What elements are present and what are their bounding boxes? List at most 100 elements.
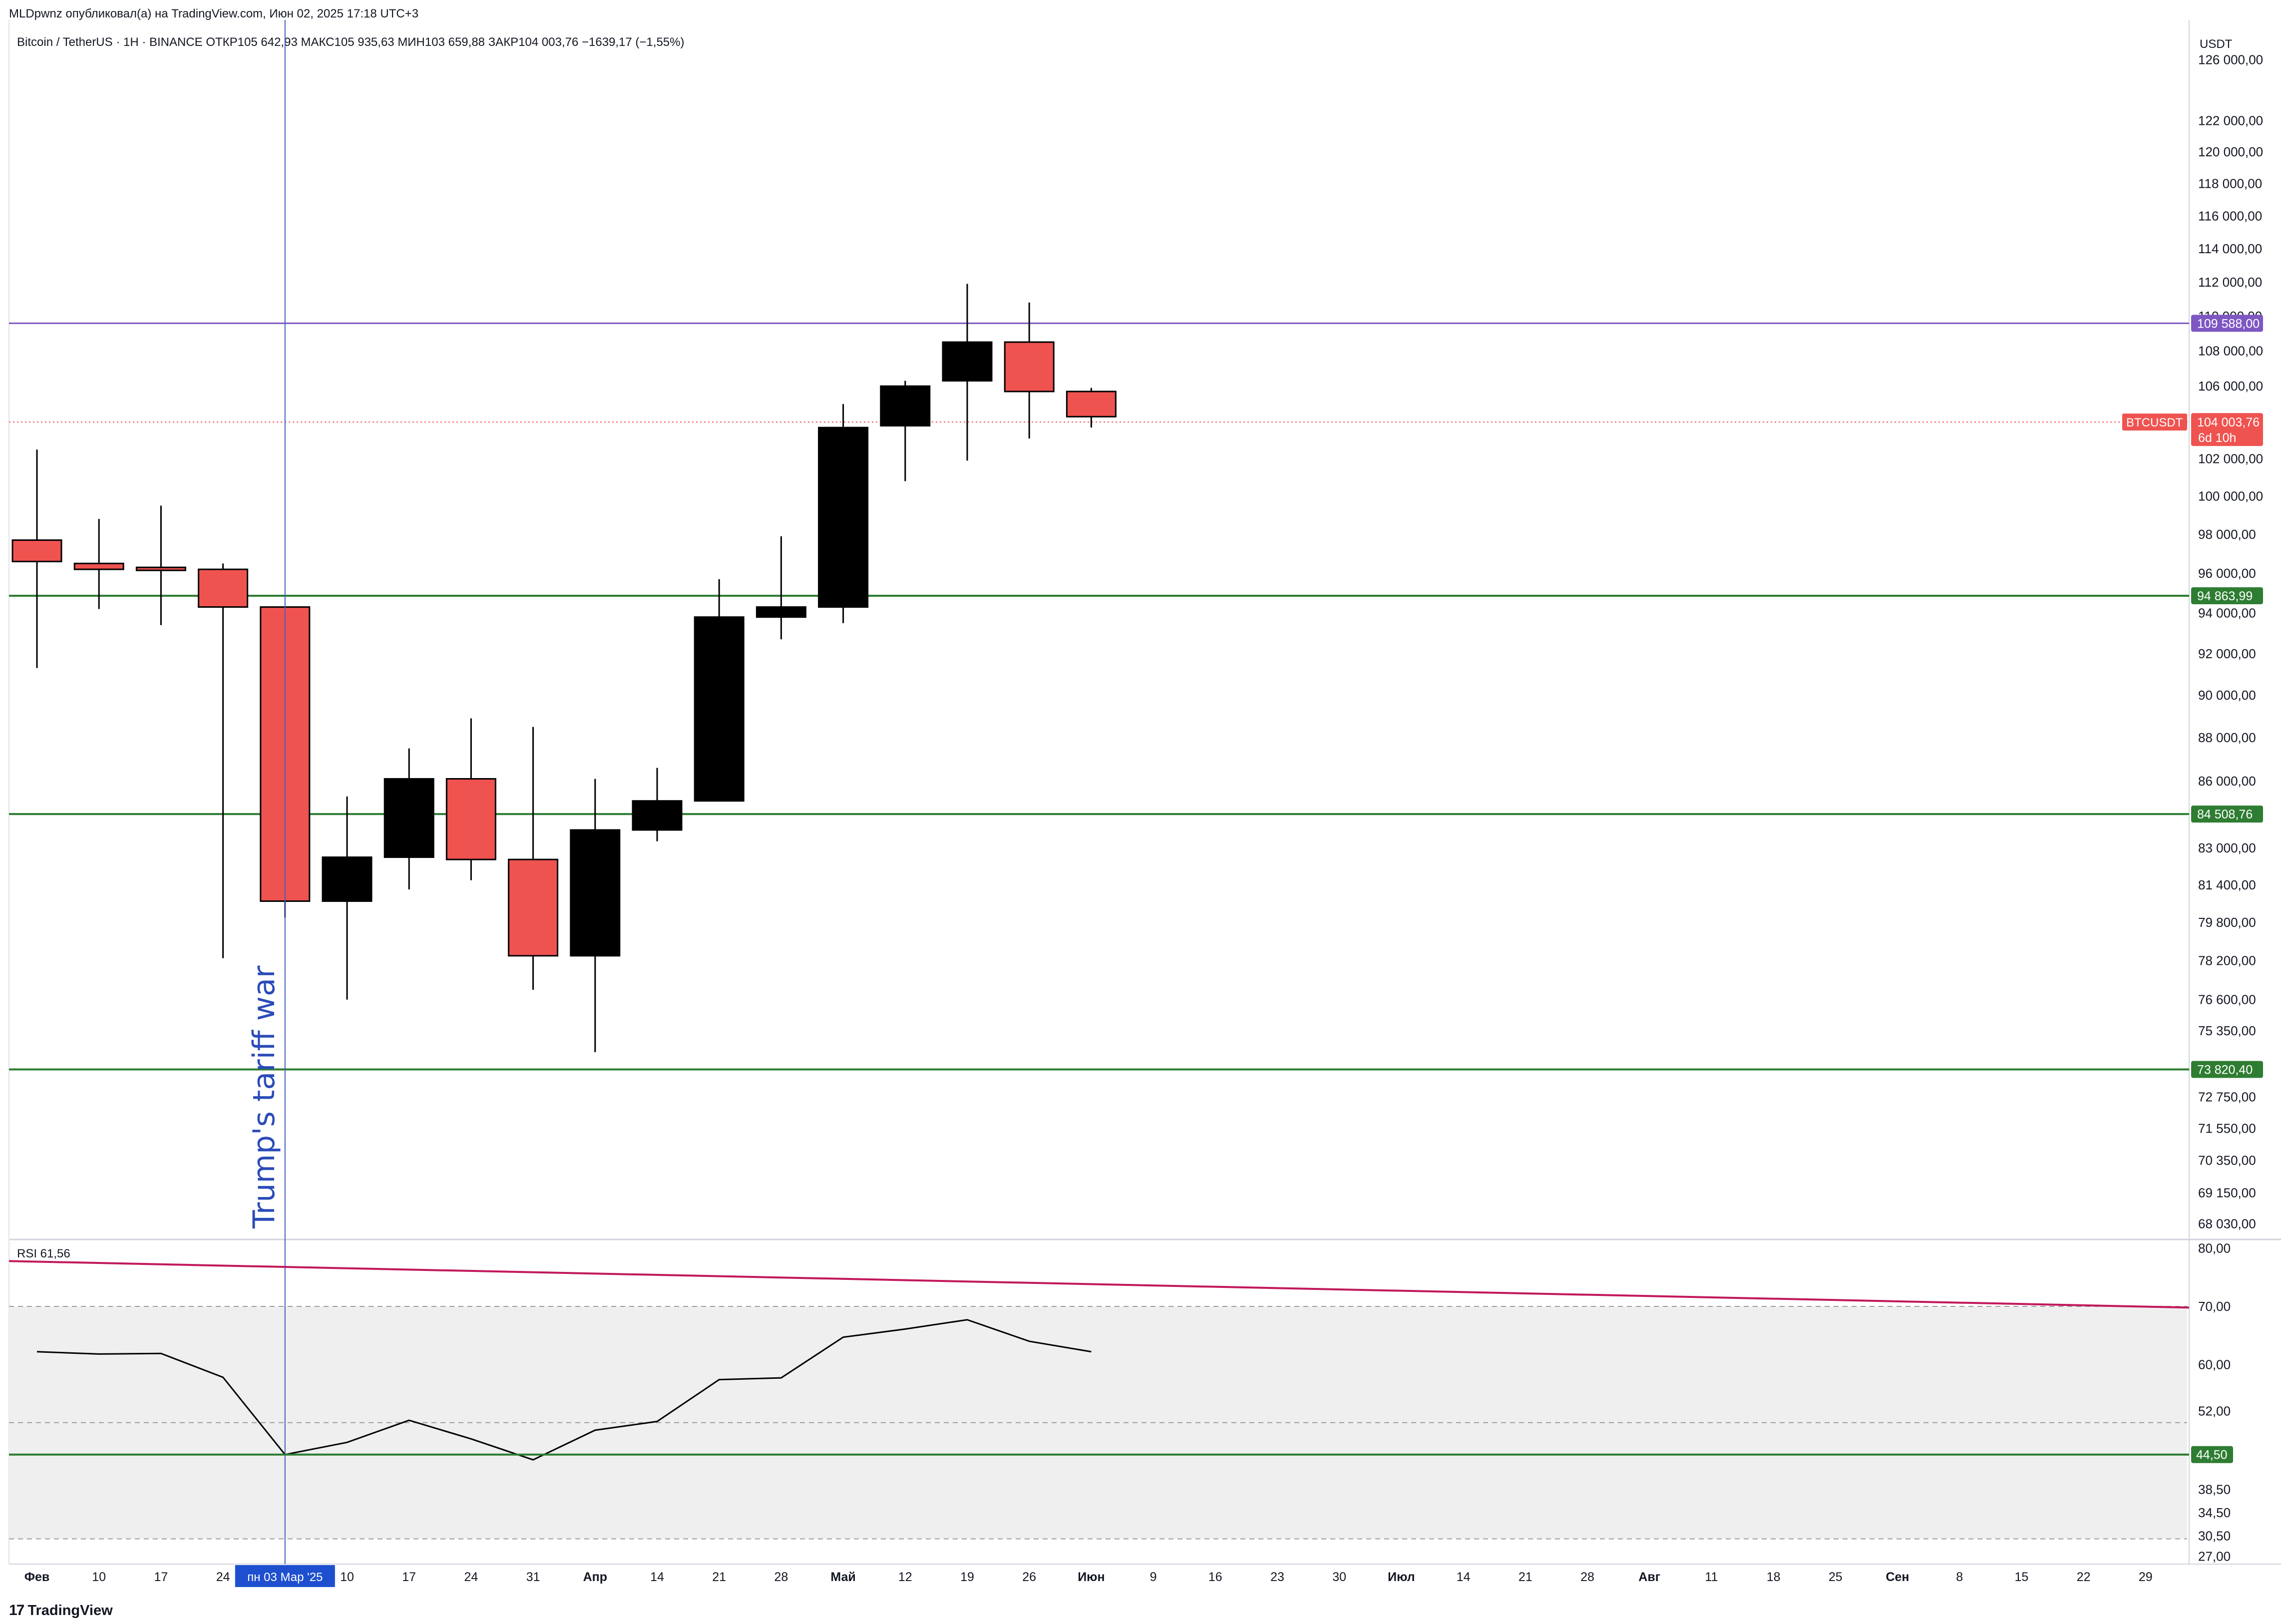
horizontal-level-badge	[2191, 1061, 2263, 1078]
time-tick-label: 10	[340, 1570, 354, 1584]
legend-high-value: 105 935,63	[335, 35, 398, 49]
horizontal-level-badge	[2191, 587, 2263, 604]
legend-change: −1639,17 (−1,55%)	[582, 35, 685, 49]
time-tick-label: Июл	[1388, 1570, 1415, 1584]
horizontal-level-badge	[2191, 315, 2263, 332]
candle-body	[880, 385, 931, 427]
time-tick-label: 22	[2077, 1570, 2091, 1584]
candle-body	[135, 566, 186, 571]
price-tick-label: 114 000,00	[2198, 241, 2262, 256]
candle-body	[632, 800, 683, 831]
time-tick-label: 19	[960, 1570, 974, 1584]
price-tick-label: 92 000,00	[2198, 646, 2256, 661]
rsi-tick-label: 52,00	[2198, 1403, 2231, 1418]
time-tick-label: Июн	[1078, 1570, 1105, 1584]
price-tick-label: 106 000,00	[2198, 379, 2263, 394]
candle-body	[445, 778, 496, 860]
price-tick-label: 108 000,00	[2198, 344, 2263, 359]
tradingview-brand[interactable]: 17 TradingView	[9, 1602, 113, 1619]
time-tick-label: 28	[1580, 1570, 1594, 1584]
price-tick-label: 70 350,00	[2198, 1153, 2256, 1168]
price-tick-label: 100 000,00	[2198, 489, 2263, 504]
price-tick-label: 90 000,00	[2198, 688, 2256, 703]
time-tick-label: Сен	[1886, 1570, 1909, 1584]
price-tick-label: 68 030,00	[2198, 1216, 2256, 1231]
time-tick-label: 31	[526, 1570, 540, 1584]
time-tick-label: 10	[92, 1570, 106, 1584]
legend-close-label: ЗАКР	[488, 35, 519, 49]
time-tick-label: 29	[2139, 1570, 2153, 1584]
time-tick-label: Май	[830, 1570, 855, 1584]
price-tick-label: 98 000,00	[2198, 527, 2256, 542]
price-tick-label: 116 000,00	[2198, 208, 2262, 223]
rsi-tick-label: 80,00	[2198, 1241, 2231, 1256]
time-tick-label: Авг	[1638, 1570, 1660, 1584]
last-price-symbol: BTCUSDT	[2126, 416, 2183, 429]
time-tick-label: Фев	[24, 1570, 50, 1584]
time-tick-label: 11	[1705, 1570, 1718, 1584]
brand-name: TradingView	[27, 1602, 113, 1619]
highlighted-date-label: пн 03 Мар '25	[247, 1571, 323, 1584]
price-tick-label: 88 000,00	[2198, 730, 2256, 745]
publisher-line: MLDpwnz опубликовал(а) на TradingView.co…	[9, 7, 419, 20]
candle-body	[694, 616, 745, 802]
currency-label: USDT	[2200, 37, 2233, 51]
time-tick-label: 14	[1457, 1570, 1471, 1584]
price-tick-label: 112 000,00	[2198, 275, 2262, 290]
annotation-text: Trump's tariff war	[247, 965, 282, 1229]
price-tick-label: 72 750,00	[2198, 1090, 2256, 1105]
time-tick-label: 28	[774, 1570, 788, 1584]
time-tick-label: 25	[1829, 1570, 1843, 1584]
rsi-trendline	[8, 1260, 2190, 1309]
legend-low-value: 103 659,88	[425, 35, 488, 49]
horizontal-level-label: 109 588,00	[2197, 317, 2260, 331]
time-tick-label: 30	[1332, 1570, 1346, 1584]
price-tick-label: 81 400,00	[2198, 877, 2256, 892]
candle-body	[570, 829, 621, 957]
time-tick-label: 23	[1270, 1570, 1284, 1584]
candle-body	[1004, 341, 1055, 393]
price-tick-label: 75 350,00	[2198, 1023, 2256, 1038]
candle-body	[818, 426, 869, 608]
horizontal-level-label: 73 820,40	[2197, 1063, 2253, 1077]
price-tick-label: 96 000,00	[2198, 566, 2256, 581]
last-price-countdown: 6d 10h	[2198, 431, 2236, 445]
price-tick-label: 76 600,00	[2198, 992, 2256, 1007]
rsi-line	[36, 1319, 1092, 1461]
price-tick-label: 118 000,00	[2198, 176, 2262, 191]
legend-symbol: Bitcoin / TetherUS · 1H · BINANCE	[17, 35, 206, 49]
price-tick-label: 69 150,00	[2198, 1186, 2256, 1201]
price-tick-label: 86 000,00	[2198, 774, 2256, 789]
time-tick-label: 26	[1022, 1570, 1036, 1584]
legend-high-label: МАКС	[301, 35, 334, 49]
last-price-symbol-badge	[2122, 413, 2187, 431]
chart-legend: Bitcoin / TetherUS · 1H · BINANCE ОТКР10…	[17, 35, 684, 49]
candle-body	[198, 568, 249, 608]
time-tick-label: 14	[650, 1570, 664, 1584]
candle-body	[508, 858, 559, 957]
legend-open-value: 105 642,93	[238, 35, 301, 49]
candle-body	[73, 562, 124, 570]
candle-body	[11, 539, 62, 562]
last-price-value: 104 003,76	[2197, 415, 2260, 429]
price-tick-label: 126 000,00	[2198, 52, 2263, 67]
rsi-tick-label: 38,50	[2198, 1482, 2231, 1497]
candle-body	[942, 341, 993, 382]
horizontal-level-label: 94 863,99	[2197, 589, 2253, 603]
time-tick-label: 21	[712, 1570, 726, 1584]
rsi-tick-label: 30,50	[2198, 1529, 2231, 1544]
rsi-tick-label: 34,50	[2198, 1505, 2231, 1520]
rsi-tick-label: 70,00	[2198, 1299, 2231, 1314]
time-tick-label: 9	[1150, 1570, 1157, 1584]
candle-body	[1066, 391, 1117, 417]
time-tick-label: Апр	[583, 1570, 607, 1584]
legend-close-value: 104 003,76	[518, 35, 582, 49]
horizontal-level-badge	[2191, 806, 2263, 823]
horizontal-level-label: 84 508,76	[2197, 808, 2253, 821]
last-price-badge	[2191, 413, 2263, 446]
rsi-tick-label: 27,00	[2198, 1549, 2231, 1564]
time-tick-label: 12	[898, 1570, 912, 1584]
price-tick-label: 83 000,00	[2198, 840, 2256, 855]
candle-body	[383, 778, 434, 858]
